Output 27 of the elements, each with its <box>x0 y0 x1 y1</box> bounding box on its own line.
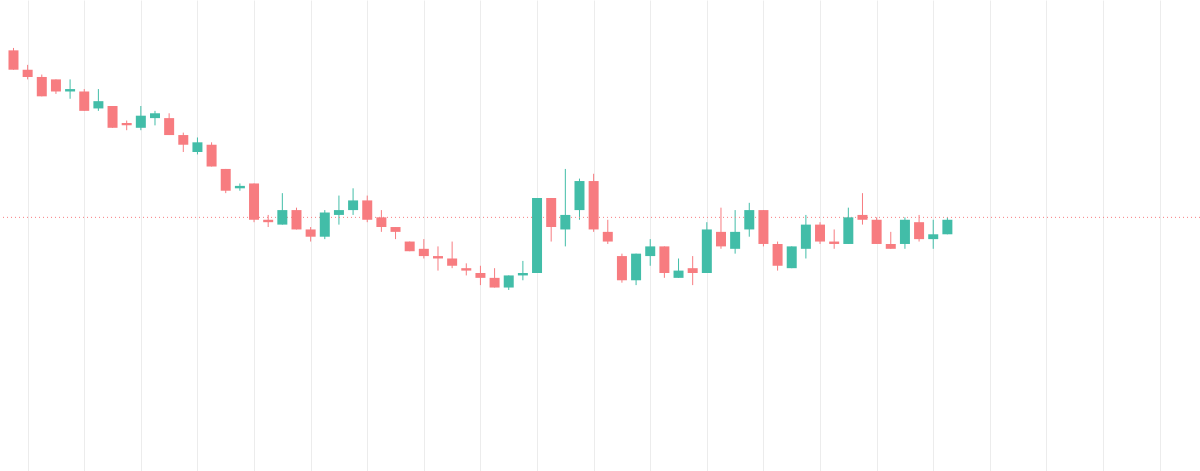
candlestick <box>928 219 939 250</box>
candlestick <box>220 168 231 194</box>
candlestick <box>602 219 613 245</box>
candlestick <box>687 255 698 286</box>
candlestick <box>277 192 288 226</box>
candlestick <box>333 195 344 226</box>
candlestick <box>772 241 783 272</box>
candlestick <box>135 105 146 131</box>
candlestick <box>348 187 359 216</box>
candlestick <box>489 267 500 289</box>
candlestick <box>744 202 755 238</box>
candlestick <box>206 141 217 168</box>
candlestick <box>418 238 429 259</box>
candlestick <box>815 221 826 245</box>
candlestick <box>730 209 741 255</box>
candlestick <box>447 241 458 269</box>
candlestick <box>93 88 104 112</box>
candlestick <box>475 265 486 286</box>
candlestick <box>8 47 19 71</box>
candlestick <box>79 88 90 112</box>
candlestick <box>560 168 571 247</box>
candlestick <box>645 238 656 267</box>
candlestick <box>149 110 160 126</box>
candlestick <box>178 132 189 153</box>
candlestick <box>362 195 373 223</box>
candlestick <box>107 105 118 129</box>
candlestick <box>673 257 684 279</box>
